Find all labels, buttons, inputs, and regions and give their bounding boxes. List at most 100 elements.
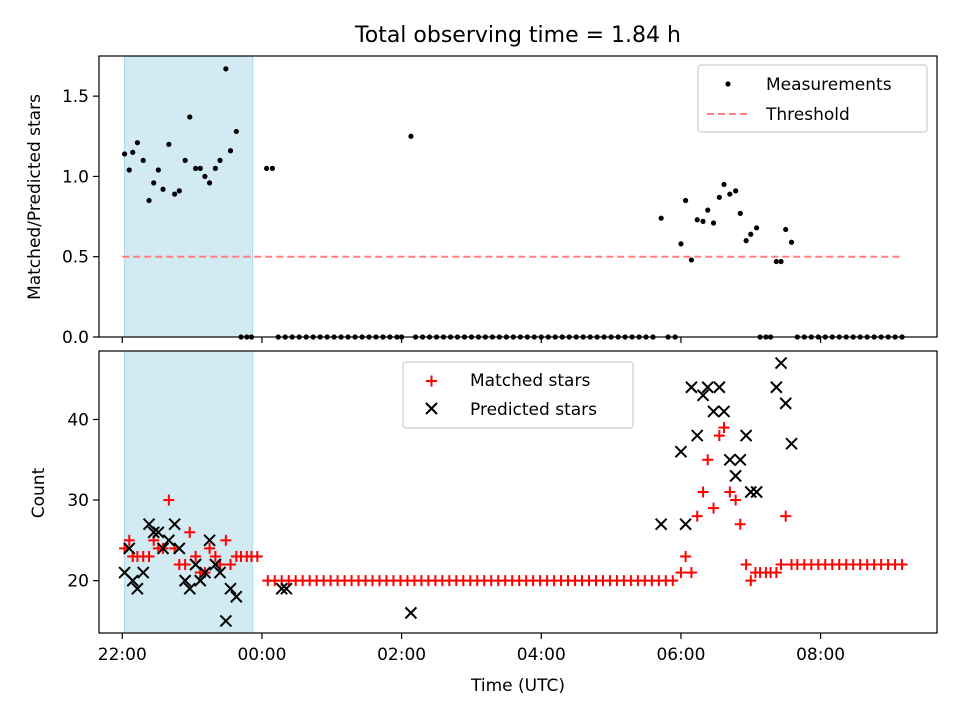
x-stroke: [183, 582, 196, 595]
measurement-point: [206, 180, 213, 186]
ratio-y-tick-label: 1.0: [62, 167, 89, 187]
x-stroke: [707, 405, 720, 418]
predicted-star-marker: [224, 582, 237, 595]
predicted-star-marker: [774, 356, 788, 370]
measurement-point: [733, 188, 739, 194]
x-stroke: [717, 405, 731, 418]
measurement-point: [710, 220, 717, 226]
x-stroke: [404, 606, 418, 620]
measurements-legend-label: Measurements: [766, 75, 892, 95]
measurement-point: [716, 194, 722, 200]
matched-star-marker: [685, 567, 697, 579]
x-stroke: [774, 356, 788, 370]
measurement-point: [160, 186, 166, 192]
matched-star-marker: [209, 550, 221, 562]
ratio-panel-frame: [98, 55, 938, 338]
matched-star-marker: [691, 510, 703, 522]
x-stroke: [152, 526, 165, 539]
x-stroke: [779, 397, 792, 410]
predicted-star-marker: [729, 469, 742, 483]
predicted-star-marker: [685, 381, 698, 394]
measurement-point: [700, 218, 706, 224]
predicted-star-marker: [152, 526, 165, 539]
predicted-star-marker: [280, 582, 293, 595]
count-y-tick-label: 40: [67, 410, 89, 430]
matched-star-marker: [770, 567, 782, 579]
x-stroke: [713, 381, 726, 394]
x-stroke: [691, 429, 704, 442]
ratio-x-ticks: [121, 337, 822, 343]
ratio-legend-box: [697, 64, 928, 133]
predicted-star-marker: [785, 437, 798, 450]
predicted-legend-marker: [425, 402, 438, 415]
measurement-point: [683, 197, 689, 204]
ratio-y-tick-label: 1.5: [62, 87, 89, 107]
predicted-star-marker: [230, 590, 243, 603]
predicted-star-marker: [734, 453, 747, 466]
x-stroke: [142, 518, 156, 531]
matched-star-marker: [745, 575, 757, 587]
matched-star-marker: [190, 550, 202, 562]
x-stroke: [178, 574, 192, 587]
predicted-star-marker: [739, 429, 753, 442]
x-stroke: [275, 582, 288, 595]
measurement-point: [783, 226, 789, 233]
measurement-point: [788, 239, 795, 245]
ratio-y-tick-label: 0.0: [62, 328, 89, 348]
predicted-star-marker: [713, 381, 726, 394]
predicted-star-marker: [770, 381, 783, 394]
predicted-star-marker: [674, 445, 688, 458]
matched-star-marker: [204, 542, 216, 554]
measurement-point: [727, 191, 733, 197]
matched-star-marker: [724, 486, 736, 498]
x-stroke: [770, 381, 783, 394]
count-x-tick-label: 06:00: [656, 645, 705, 665]
x-stroke: [744, 485, 757, 499]
ratio-panel: 0.0 0.5 1.0 1.5 Matched/Predicted stars Mea…: [25, 55, 938, 348]
predicted-star-markers: [118, 356, 798, 628]
matched-star-marker: [896, 559, 908, 571]
predicted-star-marker: [691, 429, 704, 442]
measurement-point: [187, 114, 193, 120]
x-stroke: [696, 389, 710, 402]
count-y-axis-label: Count: [29, 467, 49, 518]
measurement-point: [743, 238, 749, 244]
measurement-point: [134, 140, 141, 146]
x-stroke: [729, 469, 742, 483]
observing-window-shade: [124, 55, 254, 338]
measurement-point: [721, 181, 727, 188]
x-stroke: [147, 526, 160, 539]
predicted-star-marker: [213, 566, 227, 579]
count-panel: 20 30 40 22:00 00:00 02:00 04:00 06:00 08:00 Co…: [29, 350, 938, 696]
x-stroke: [213, 566, 227, 579]
x-stroke: [137, 566, 150, 579]
measurement-point: [217, 157, 223, 163]
matched-star-marker: [697, 486, 709, 498]
x-stroke: [224, 582, 237, 595]
x-stroke: [168, 518, 181, 531]
measurement-point: [126, 167, 132, 173]
measurement-point: [694, 217, 700, 223]
x-stroke: [734, 453, 747, 466]
measurement-point: [130, 149, 136, 155]
x-stroke: [194, 574, 207, 587]
figure-title: Total observing time = 1.84 h: [354, 23, 681, 48]
measurement-point: [212, 165, 218, 171]
predicted-star-marker: [126, 574, 139, 587]
predicted-star-marker: [744, 485, 757, 499]
predicted-star-marker: [701, 381, 714, 394]
count-y-tick-label: 20: [67, 572, 89, 592]
matched-star-marker: [702, 454, 714, 466]
measurement-point: [146, 197, 152, 204]
count-panel-frame: [98, 350, 938, 634]
predicted-star-marker: [173, 542, 186, 555]
count-x-tick-label: 02:00: [377, 645, 426, 665]
predicted-star-marker: [198, 566, 212, 579]
matched-star-marker: [718, 422, 730, 434]
measurements-legend-marker: [725, 81, 731, 87]
matched-legend-marker: [426, 375, 437, 387]
measurement-point: [140, 157, 146, 163]
predicted-star-marker: [219, 614, 233, 628]
matched-star-marker: [143, 550, 155, 562]
